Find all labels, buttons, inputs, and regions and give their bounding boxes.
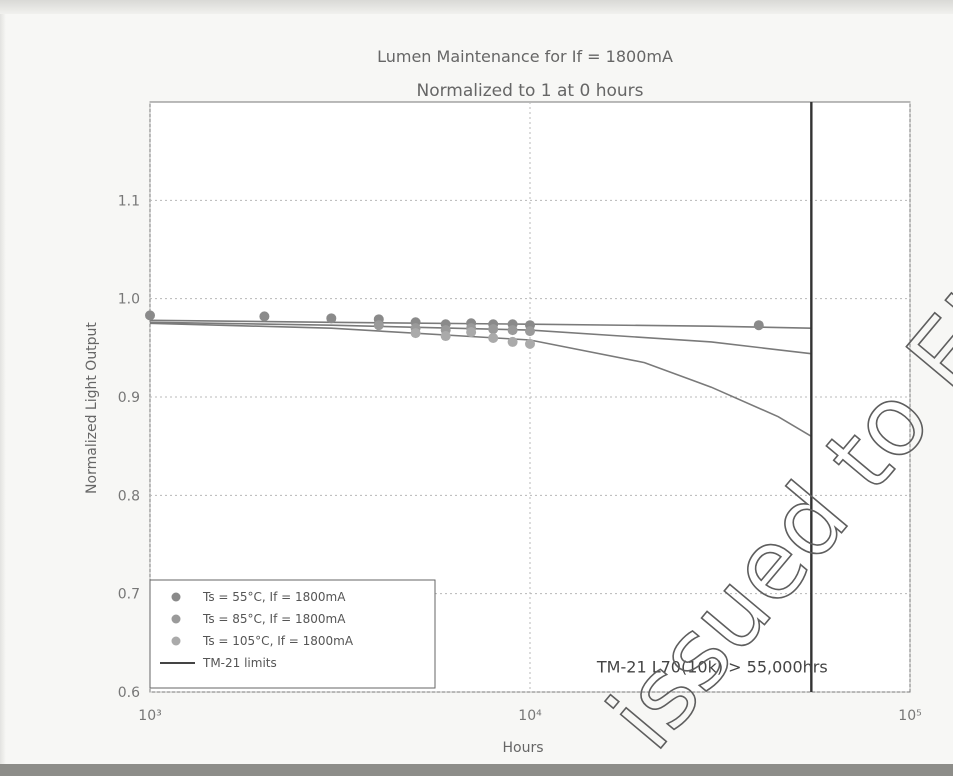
y-tick-label: 1.1 (118, 193, 140, 209)
y-tick-label: 0.9 (118, 390, 140, 406)
x-axis-label: Hours (502, 740, 543, 756)
legend-label: Ts = 105°C, If = 1800mA (202, 634, 354, 648)
legend-label: TM-21 limits (202, 656, 277, 670)
data-point (410, 328, 421, 339)
legend-marker (171, 614, 181, 624)
data-point (525, 326, 535, 337)
legend-marker (171, 636, 181, 646)
legend: Ts = 55°C, If = 1800mA Ts = 85°C, If = 18… (149, 579, 436, 689)
x-tick-label: 10⁵ (898, 708, 921, 724)
chart-title: Lumen Maintenance for If = 1800mA (377, 47, 673, 66)
data-points (145, 310, 764, 349)
data-point (373, 320, 384, 331)
data-point (525, 338, 535, 349)
y-axis-ticks: 0.6 0.7 0.8 0.9 1.0 1.1 (118, 193, 140, 701)
x-axis-ticks: 10³ 10⁴ 10⁵ (138, 708, 921, 724)
y-tick-label: 0.7 (118, 587, 140, 603)
data-point (753, 320, 764, 331)
y-axis-label: Normalized Light Output (84, 322, 100, 494)
tm21-annotation: TM-21 L70(10k) > 55,000hrs (596, 657, 828, 676)
chart-subtitle: Normalized to 1 at 0 hours (416, 81, 643, 101)
scan-top-edge (0, 0, 953, 14)
legend-label: Ts = 85°C, If = 1800mA (202, 612, 346, 626)
legend-marker (171, 592, 181, 602)
data-point (466, 327, 477, 338)
y-tick-label: 0.6 (118, 685, 140, 701)
x-tick-label: 10³ (138, 708, 161, 724)
data-point (507, 336, 518, 347)
x-tick-label: 10⁴ (518, 708, 542, 724)
scan-left-edge (0, 14, 6, 764)
data-point (259, 311, 270, 322)
legend-box (149, 579, 436, 689)
legend-label: Ts = 55°C, If = 1800mA (202, 590, 346, 604)
data-point (145, 310, 155, 321)
y-tick-label: 1.0 (118, 292, 140, 308)
y-tick-label: 0.8 (118, 488, 140, 504)
data-point (507, 325, 518, 336)
data-point (326, 313, 337, 324)
data-point (488, 324, 499, 335)
fit-line (149, 322, 812, 437)
scan-bottom-edge (0, 764, 953, 776)
data-point (488, 333, 499, 343)
data-point (440, 331, 451, 342)
